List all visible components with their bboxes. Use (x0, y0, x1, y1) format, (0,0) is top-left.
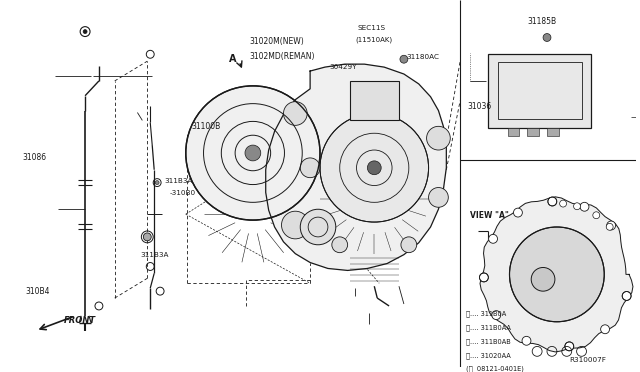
Text: Ⓓ.... 31020AA: Ⓓ.... 31020AA (466, 352, 511, 359)
Bar (349, 81, 399, 121)
Circle shape (522, 336, 531, 345)
Text: Ⓒ.... 311B0AB: Ⓒ.... 311B0AB (466, 338, 511, 345)
Circle shape (607, 221, 616, 230)
Text: 31036: 31036 (467, 102, 492, 111)
Circle shape (429, 187, 448, 207)
Circle shape (155, 181, 159, 185)
Circle shape (143, 233, 151, 241)
Circle shape (300, 158, 320, 178)
Polygon shape (480, 197, 633, 352)
Text: Ⓐ.... 311B0A: Ⓐ.... 311B0A (466, 311, 506, 317)
Text: 30429Y: 30429Y (330, 64, 357, 70)
Circle shape (479, 273, 488, 282)
Text: (11510AK): (11510AK) (356, 36, 393, 43)
Text: 31180AC: 31180AC (407, 54, 440, 60)
Circle shape (300, 209, 336, 245)
Text: -310B0: -310B0 (170, 190, 196, 196)
Circle shape (332, 237, 348, 253)
Bar (547, 128, 559, 136)
Circle shape (559, 200, 566, 207)
Circle shape (284, 102, 307, 125)
Bar (488, 54, 591, 128)
Text: Ⓑ.... 311B0AA: Ⓑ.... 311B0AA (466, 324, 511, 331)
Circle shape (622, 292, 631, 301)
Text: FRONT: FRONT (63, 316, 95, 325)
Circle shape (580, 202, 589, 211)
Circle shape (492, 311, 500, 320)
Circle shape (531, 267, 555, 291)
Text: 310B4: 310B4 (26, 287, 51, 296)
Text: SEC11S: SEC11S (358, 25, 386, 31)
Circle shape (427, 126, 451, 150)
Circle shape (367, 161, 381, 175)
Circle shape (593, 212, 600, 219)
Circle shape (488, 234, 497, 243)
Circle shape (83, 30, 87, 33)
Circle shape (600, 325, 609, 334)
Text: 311B3A: 311B3A (140, 251, 169, 258)
Circle shape (606, 223, 613, 230)
Text: 31185B: 31185B (527, 17, 556, 26)
Text: R310007F: R310007F (570, 357, 606, 363)
Text: 311B3A: 311B3A (164, 177, 193, 184)
Circle shape (548, 197, 557, 206)
Bar (508, 128, 520, 136)
Text: A: A (229, 54, 237, 64)
Text: VIEW "A": VIEW "A" (470, 211, 509, 219)
Text: (Ⓔ  08121-0401E): (Ⓔ 08121-0401E) (466, 366, 524, 372)
Circle shape (400, 55, 408, 63)
Circle shape (543, 33, 551, 41)
Circle shape (573, 203, 580, 210)
Polygon shape (266, 64, 446, 270)
Circle shape (186, 86, 320, 220)
Text: 31100B: 31100B (192, 122, 221, 131)
Circle shape (245, 145, 260, 161)
Text: 3102MD(REMAN): 3102MD(REMAN) (249, 52, 314, 61)
Text: 31086: 31086 (22, 153, 46, 163)
Circle shape (401, 237, 417, 253)
Circle shape (513, 208, 522, 217)
Circle shape (320, 113, 429, 222)
Bar (527, 128, 539, 136)
Bar (498, 62, 582, 119)
Text: 31020M(NEW): 31020M(NEW) (249, 37, 304, 46)
Circle shape (282, 211, 309, 239)
Circle shape (509, 227, 604, 322)
Circle shape (565, 342, 573, 351)
